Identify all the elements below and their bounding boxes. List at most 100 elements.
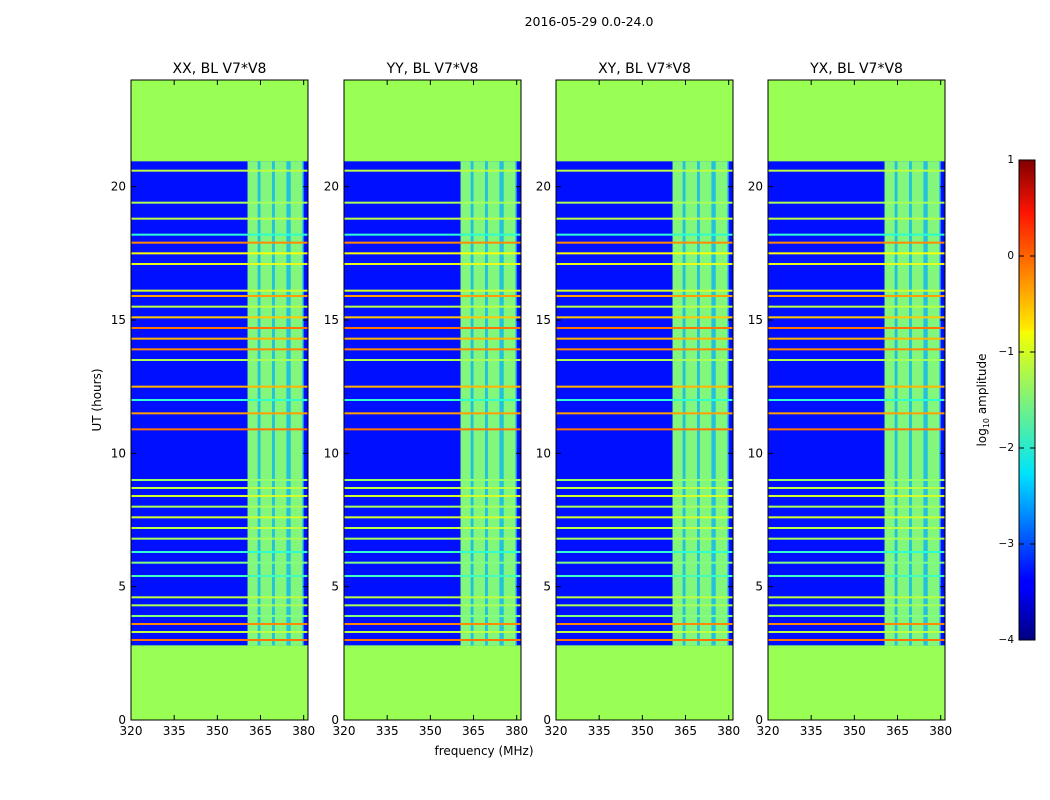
- panel-frame: [767, 79, 946, 721]
- interference-line-17: [556, 412, 733, 415]
- panel-frame: [130, 79, 309, 721]
- interference-line-4: [556, 604, 733, 607]
- interference-line-14: [344, 487, 521, 489]
- y-tick-label: 5: [755, 580, 763, 594]
- interference-line-26: [131, 295, 308, 297]
- interference-line-22: [344, 337, 521, 340]
- colorbar-label-base: 10: [982, 418, 991, 428]
- colorbar-tick-label: −1: [999, 346, 1014, 358]
- rfi-subband-3: [290, 161, 303, 646]
- y-tick-label: 15: [324, 313, 339, 327]
- interference-line-5: [131, 596, 308, 599]
- interference-line-8: [556, 551, 733, 553]
- interference-line-8: [768, 551, 945, 553]
- interference-line-4: [131, 604, 308, 607]
- interference-line-14: [768, 487, 945, 489]
- interference-line-0: [768, 639, 945, 641]
- interference-line-17: [344, 412, 521, 415]
- y-tick-label: 0: [543, 713, 551, 727]
- interference-line-27: [344, 289, 521, 292]
- colorbar-tick-label: −2: [999, 442, 1014, 454]
- y-axis-label: UT (hours): [90, 368, 104, 431]
- interference-line-25: [344, 305, 521, 308]
- interference-line-26: [556, 295, 733, 297]
- y-tick-label: 5: [543, 580, 551, 594]
- interference-line-7: [556, 561, 733, 564]
- interference-line-3: [556, 615, 733, 617]
- x-tick-label: 350: [419, 724, 442, 738]
- interference-line-8: [131, 551, 308, 553]
- interference-line-21: [344, 348, 521, 351]
- interference-line-6: [131, 575, 308, 577]
- interference-line-11: [768, 516, 945, 519]
- interference-line-24: [131, 316, 308, 319]
- x-tick-label: 335: [588, 724, 611, 738]
- rfi-subband-1: [473, 161, 486, 646]
- interference-line-15: [344, 479, 521, 481]
- panel-frame: [343, 79, 522, 721]
- x-tick-label: 335: [800, 724, 823, 738]
- x-tick-label: 380: [505, 724, 528, 738]
- interference-line-27: [556, 289, 733, 292]
- interference-line-9: [344, 537, 521, 540]
- interference-line-10: [344, 527, 521, 529]
- panel-title-2: XY, BL V7*V8: [598, 61, 691, 77]
- interference-line-9: [768, 537, 945, 540]
- interference-line-21: [131, 348, 308, 351]
- interference-line-13: [768, 495, 945, 497]
- interference-line-18: [556, 399, 733, 401]
- x-tick-label: 350: [206, 724, 229, 738]
- colorbar-tick-label: 0: [1007, 250, 1014, 262]
- interference-line-21: [556, 348, 733, 351]
- interference-line-28: [131, 263, 308, 265]
- x-axis-label: frequency (MHz): [434, 744, 533, 758]
- interference-line-27: [768, 289, 945, 292]
- interference-line-7: [768, 561, 945, 564]
- interference-line-13: [344, 495, 521, 497]
- panel-plot-area-3: [768, 80, 945, 720]
- rfi-subband-0: [460, 161, 471, 646]
- x-tick-label: 380: [929, 724, 952, 738]
- interference-line-1: [131, 631, 308, 633]
- rfi-subband-1: [685, 161, 698, 646]
- panel-plot-area-1: [344, 80, 521, 720]
- interference-line-21: [768, 348, 945, 351]
- interference-line-12: [131, 505, 308, 508]
- panel-title-1: YY, BL V7*V8: [386, 61, 479, 77]
- interference-line-0: [556, 639, 733, 641]
- interference-line-17: [131, 412, 308, 415]
- interference-line-23: [344, 327, 521, 329]
- x-tick-label: 365: [462, 724, 485, 738]
- interference-line-34: [556, 169, 733, 172]
- y-tick-label: 0: [755, 713, 763, 727]
- interference-line-22: [768, 337, 945, 340]
- panel-plot-area-2: [556, 80, 733, 720]
- interference-line-11: [344, 516, 521, 519]
- interference-line-24: [556, 316, 733, 319]
- interference-line-13: [556, 495, 733, 497]
- y-tick-label: 20: [324, 180, 339, 194]
- y-tick-label: 10: [111, 446, 126, 460]
- panel-3: YX, BL V7*V8 320 335 350 365 380 0 5 10 15 20: [748, 61, 952, 738]
- figure-title: 2016-05-29 0.0-24.0: [525, 14, 654, 29]
- colorbar-tick-label: −3: [999, 538, 1014, 550]
- colorbar-label: log10 amplitude: [975, 354, 991, 447]
- x-tick-label: 350: [843, 724, 866, 738]
- interference-line-30: [131, 241, 308, 244]
- y-tick-label: 0: [331, 713, 339, 727]
- interference-line-30: [344, 241, 521, 244]
- interference-line-10: [131, 527, 308, 529]
- interference-line-18: [768, 399, 945, 401]
- interference-line-33: [768, 201, 945, 204]
- interference-line-29: [556, 252, 733, 255]
- interference-line-33: [131, 201, 308, 204]
- interference-line-1: [344, 631, 521, 633]
- interference-line-4: [768, 604, 945, 607]
- interference-line-9: [131, 537, 308, 540]
- x-tick-label: 320: [333, 724, 356, 738]
- x-tick-label: 365: [674, 724, 697, 738]
- interference-line-28: [768, 263, 945, 265]
- interference-line-3: [768, 615, 945, 617]
- interference-line-15: [556, 479, 733, 481]
- x-tick-label: 335: [376, 724, 399, 738]
